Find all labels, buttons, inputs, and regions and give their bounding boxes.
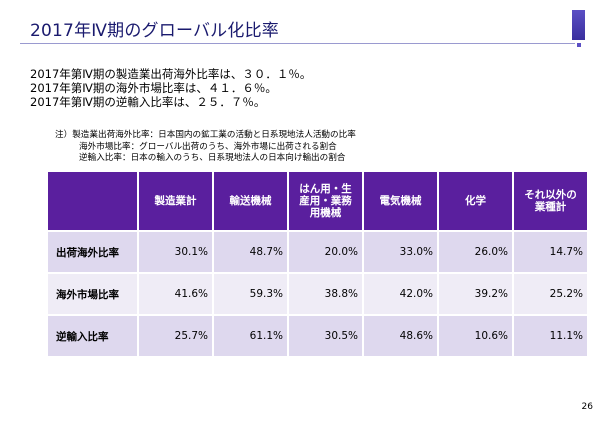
note-line: 海外市場比率：グローバル出荷のうち、海外市場に出荷される割合 [79, 141, 337, 152]
summary-line: 2017年第Ⅳ期の海外市場比率は、４１．６％。 [30, 81, 277, 95]
table-cell: 14.7% [513, 231, 589, 274]
table-row: 逆輸入比率 25.7% 61.1% 30.5% 48.6% 10.6% 11.1… [48, 315, 589, 358]
table-cell: 39.2% [438, 273, 514, 316]
table-cell: 25.2% [513, 273, 589, 316]
column-header: 輸送機械 [213, 172, 289, 232]
column-header: 製造業計 [138, 172, 214, 232]
table-cell: 59.3% [213, 273, 289, 316]
accent-dot [577, 43, 581, 47]
summary-line: 2017年第Ⅳ期の製造業出荷海外比率は、３０．１％。 [30, 67, 312, 81]
notes-block: 注）製造業出荷海外比率：日本国内の鉱工業の活動と日系現地法人活動の比率 海外市場… [55, 130, 356, 165]
title-divider [20, 43, 575, 44]
table-cell: 42.0% [363, 273, 439, 316]
row-header: 海外市場比率 [48, 273, 139, 316]
table-header-row: 製造業計 輸送機械 はん用・生産用・業務用機械 電気機械 化学 それ以外の業種計 [48, 172, 589, 232]
table-cell: 33.0% [363, 231, 439, 274]
globalization-ratio-table: 製造業計 輸送機械 はん用・生産用・業務用機械 電気機械 化学 それ以外の業種計… [48, 172, 589, 358]
table-cell: 48.7% [213, 231, 289, 274]
table-cell: 61.1% [213, 315, 289, 358]
summary-block: 2017年第Ⅳ期の製造業出荷海外比率は、３０．１％。 2017年第Ⅳ期の海外市場… [30, 67, 311, 109]
summary-line: 2017年第Ⅳ期の逆輸入比率は、２５．７％。 [30, 95, 266, 109]
row-header: 出荷海外比率 [48, 231, 139, 274]
table-cell: 10.6% [438, 315, 514, 358]
table-corner-cell [48, 172, 139, 232]
note-line: 逆輸入比率：日本の輸入のうち、日系現地法人の日本向け輸出の割合 [79, 153, 346, 163]
table-cell: 26.0% [438, 231, 514, 274]
table-row: 海外市場比率 41.6% 59.3% 38.8% 42.0% 39.2% 25.… [48, 273, 589, 316]
column-header: 電気機械 [363, 172, 439, 232]
table-cell: 11.1% [513, 315, 589, 358]
accent-bar [572, 10, 585, 40]
column-header: 化学 [438, 172, 514, 232]
table-cell: 48.6% [363, 315, 439, 358]
table-cell: 41.6% [138, 273, 214, 316]
table-cell: 20.0% [288, 231, 364, 274]
table-cell: 30.5% [288, 315, 364, 358]
page-title: 2017年Ⅳ期のグローバル化比率 [30, 21, 279, 41]
table-cell: 38.8% [288, 273, 364, 316]
table-cell: 30.1% [138, 231, 214, 274]
table-row: 出荷海外比率 30.1% 48.7% 20.0% 33.0% 26.0% 14.… [48, 231, 589, 274]
page-number: 26 [581, 402, 593, 412]
table-cell: 25.7% [138, 315, 214, 358]
row-header: 逆輸入比率 [48, 315, 139, 358]
note-line: 注）製造業出荷海外比率：日本国内の鉱工業の活動と日系現地法人活動の比率 [55, 130, 356, 140]
column-header: はん用・生産用・業務用機械 [288, 172, 364, 232]
column-header: それ以外の業種計 [513, 172, 589, 232]
